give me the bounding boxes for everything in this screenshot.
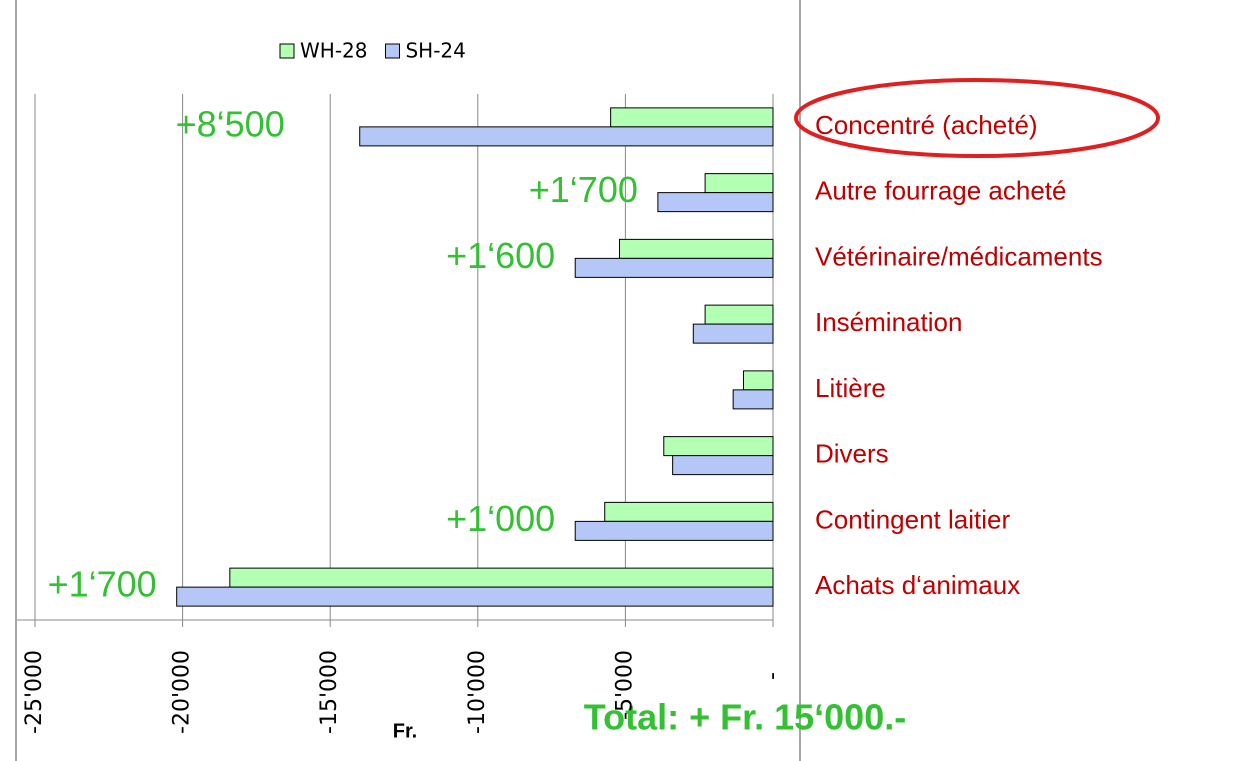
x-tick-label: -25'000: [22, 650, 47, 734]
category-label: Vétérinaire/médicaments: [815, 241, 1103, 271]
bar: [229, 567, 774, 588]
bar: [176, 586, 774, 607]
legend-label: SH-24: [405, 39, 465, 63]
bar-annotation: +1‘700: [529, 169, 638, 210]
bar: [672, 455, 774, 476]
x-tick-label: -10'000: [465, 650, 490, 734]
legend-label: WH-28: [300, 39, 367, 63]
category-label: Achats d‘animaux: [815, 570, 1020, 600]
bar: [657, 192, 774, 213]
bar: [663, 436, 774, 457]
highlight-ellipse: [794, 78, 1160, 158]
bar: [618, 238, 774, 259]
bar: [610, 107, 774, 128]
category-label: Contingent laitier: [815, 504, 1010, 534]
bar: [704, 304, 774, 325]
category-label: Litière: [815, 373, 886, 403]
legend-swatch: [384, 43, 400, 59]
category-label: Autre fourrage acheté: [815, 176, 1067, 206]
bar-annotation: +1‘000: [446, 498, 555, 539]
plot-frame: [15, 0, 801, 761]
x-tick-label: -: [760, 672, 785, 680]
bar: [692, 323, 774, 344]
legend-swatch: [279, 43, 295, 59]
x-tick-label: -5'000: [612, 650, 637, 720]
bar: [359, 126, 774, 147]
bar: [742, 370, 774, 391]
category-label: Divers: [815, 439, 889, 469]
bar-annotation: +8‘500: [176, 103, 285, 144]
x-axis-label: Fr.: [393, 720, 417, 742]
bar-annotation: +1‘700: [48, 564, 157, 605]
x-tick-label: -20'000: [170, 650, 195, 734]
bar: [732, 389, 774, 410]
bar: [704, 173, 774, 194]
x-tick-label: -15'000: [317, 650, 342, 734]
bar: [604, 501, 774, 522]
bar-annotation: +1‘600: [446, 235, 555, 276]
bar: [574, 257, 774, 278]
bar: [574, 520, 774, 541]
category-label: Concentré (acheté): [815, 110, 1038, 140]
category-label: Insémination: [815, 307, 962, 337]
total-annotation: Total: + Fr. 15‘000.-: [584, 697, 906, 738]
